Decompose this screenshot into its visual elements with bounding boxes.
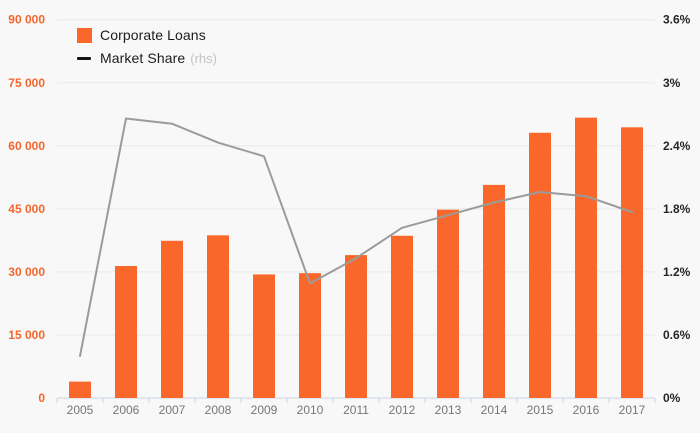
left-axis-tick-label: 45 000 [8, 202, 45, 216]
bar-2012[interactable] [391, 235, 413, 398]
line-series-swatch-icon [77, 51, 92, 66]
legend: Corporate Loans Market Share (rhs) [77, 27, 217, 73]
bar-2016[interactable] [575, 117, 597, 398]
legend-item-corporate-loans[interactable]: Corporate Loans [77, 27, 217, 43]
market-share-line[interactable] [79, 117, 633, 357]
x-axis-label-2005: 2005 [67, 403, 94, 417]
left-axis-tick-label: 15 000 [8, 328, 45, 342]
legend-suffix-rhs: (rhs) [190, 50, 217, 66]
bar-2007[interactable] [161, 240, 183, 398]
x-axis-label-2012: 2012 [389, 403, 416, 417]
x-axis-label-2017: 2017 [619, 403, 646, 417]
right-axis-tick-label: 0% [663, 391, 681, 405]
x-axis-label-2008: 2008 [205, 403, 232, 417]
left-axis-tick-label: 30 000 [8, 265, 45, 279]
bar-2008[interactable] [207, 235, 229, 398]
bar-2009[interactable] [253, 274, 275, 398]
legend-label-market-share: Market Share [100, 50, 186, 66]
left-axis-tick-label: 60 000 [8, 139, 45, 153]
x-axis-label-2013: 2013 [435, 403, 462, 417]
bar-2013[interactable] [437, 209, 459, 398]
bar-2017[interactable] [621, 127, 643, 399]
legend-item-market-share[interactable]: Market Share (rhs) [77, 50, 217, 66]
x-axis-label-2010: 2010 [297, 403, 324, 417]
bar-2006[interactable] [115, 266, 137, 398]
left-axis-tick-label: 75 000 [8, 76, 45, 90]
bar-2010[interactable] [299, 273, 321, 398]
right-axis-tick-label: 1.8% [663, 202, 691, 216]
x-axis-label-2011: 2011 [343, 403, 369, 417]
bar-2014[interactable] [483, 184, 505, 398]
bar-2015[interactable] [529, 132, 551, 399]
x-axis-label-2015: 2015 [527, 403, 554, 417]
bar-2011[interactable] [345, 255, 367, 398]
bar-series-swatch-icon [77, 27, 92, 43]
right-axis-tick-label: 1.2% [663, 265, 691, 279]
x-axis-label-2016: 2016 [573, 403, 600, 417]
x-axis-label-2009: 2009 [251, 403, 278, 417]
right-axis-tick-label: 0.6% [663, 328, 691, 342]
right-axis-tick-label: 3% [663, 76, 681, 90]
right-axis-tick-label: 2.4% [663, 139, 691, 153]
x-axis-label-2007: 2007 [159, 403, 186, 417]
right-axis-tick-label: 3.6% [663, 13, 691, 27]
bar-2005[interactable] [69, 381, 91, 398]
x-axis-label-2014: 2014 [481, 403, 508, 417]
left-axis-tick-label: 90 000 [8, 13, 45, 27]
left-axis-tick-label: 0 [38, 391, 45, 405]
legend-label-corporate-loans: Corporate Loans [100, 27, 206, 43]
x-axis-label-2006: 2006 [113, 403, 140, 417]
